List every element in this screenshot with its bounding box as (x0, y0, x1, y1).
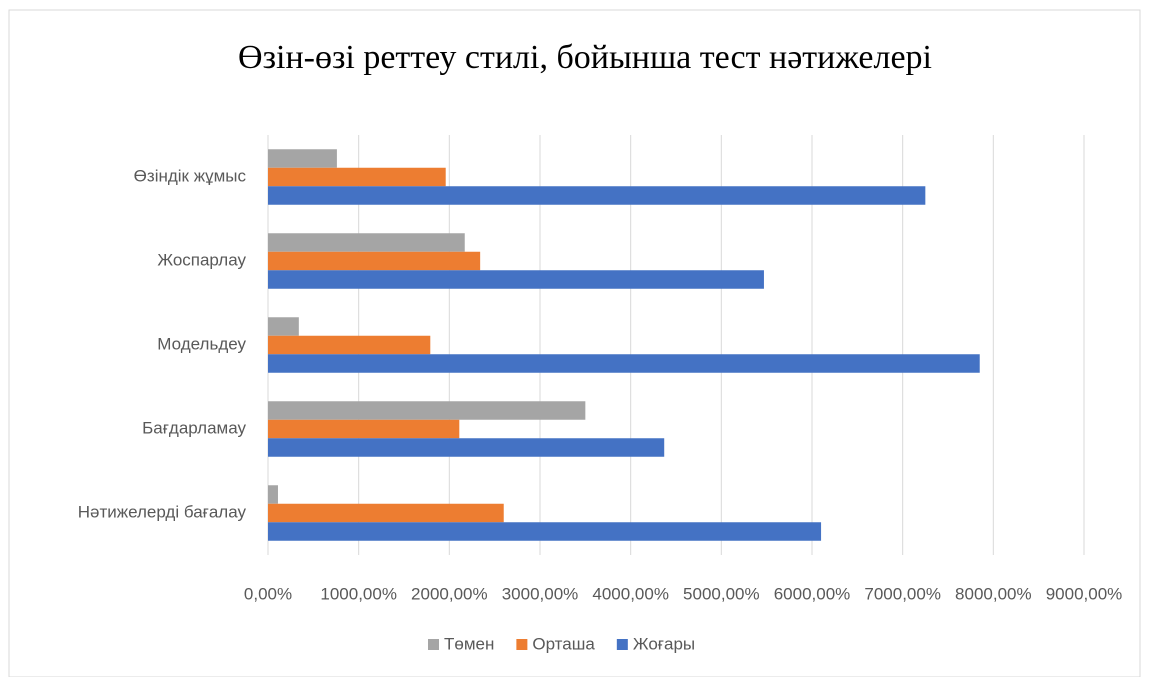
legend-label: Орташа (532, 634, 595, 653)
y-tick-label: Өзіндік жұмыс (134, 166, 247, 185)
x-tick-label: 3000,00% (502, 584, 579, 603)
bar (268, 335, 431, 355)
bar (268, 438, 665, 457)
x-tick-label: 6000,00% (774, 584, 851, 603)
x-tick-label: 9000,00% (1046, 584, 1123, 603)
x-tick-label: 5000,00% (683, 584, 760, 603)
x-tick-label: 7000,00% (864, 584, 941, 603)
chart-title: Өзін-өзі реттеу стилі, бойынша тест нәти… (238, 39, 932, 76)
bar (268, 233, 465, 252)
bar (268, 485, 278, 504)
x-tick-label: 8000,00% (955, 584, 1032, 603)
bar (268, 354, 980, 373)
chart-border (8, 9, 1141, 677)
bar (268, 503, 504, 523)
bar (268, 401, 586, 420)
y-tick-label: Нәтижелерді бағалау (78, 502, 247, 521)
y-tick-label: Жоспарлау (157, 250, 246, 269)
x-tick-label: 1000,00% (320, 584, 397, 603)
legend-label: Төмен (444, 634, 494, 653)
bar (268, 270, 764, 289)
y-tick-label: Модельдеу (157, 334, 246, 353)
bar (268, 522, 822, 541)
bar (268, 419, 460, 439)
x-tick-label: 2000,00% (411, 584, 488, 603)
legend-label: Жоғары (633, 634, 695, 653)
legend-swatch (428, 639, 439, 650)
y-tick-label: Бағдарламау (142, 418, 246, 437)
bar (268, 167, 446, 187)
bar (268, 186, 926, 205)
x-tick-label: 4000,00% (592, 584, 669, 603)
x-tick-label: 0,00% (244, 584, 292, 603)
legend-swatch (516, 639, 528, 650)
bar (268, 251, 481, 271)
bar (268, 317, 299, 336)
bar (268, 149, 337, 168)
legend-swatch (616, 639, 628, 650)
